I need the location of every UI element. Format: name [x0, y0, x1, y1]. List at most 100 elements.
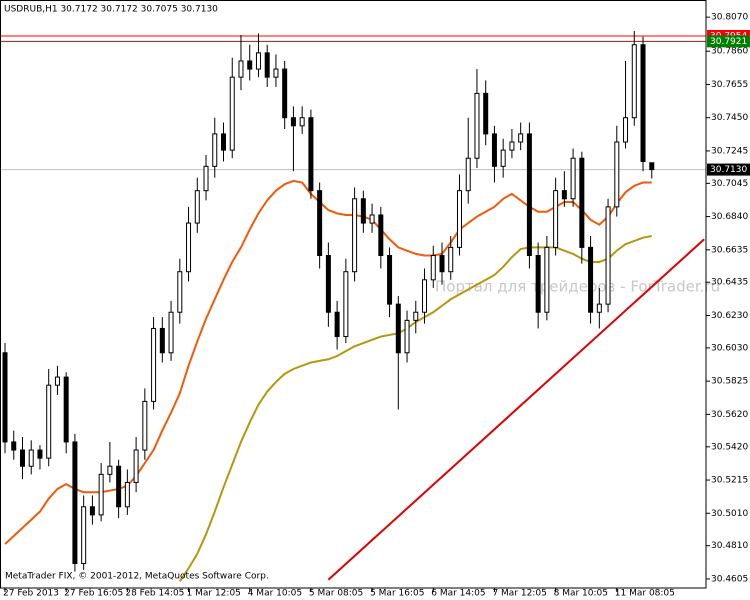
chart-header: USDRUB,H1 30.7172 30.7172 30.7075 30.713… — [4, 5, 218, 15]
candle-body — [623, 117, 629, 143]
y-tick-label: 30.6635 — [711, 245, 748, 255]
y-tick-label: 30.4810 — [711, 541, 748, 551]
candle-body — [500, 149, 506, 167]
price-label: 30.7921 — [710, 37, 747, 47]
candle-body — [631, 44, 637, 119]
candle-body — [544, 246, 550, 313]
candle-body — [369, 214, 375, 224]
candle-body — [422, 279, 428, 313]
price-label: 30.7130 — [710, 165, 747, 175]
candle-body — [474, 92, 480, 159]
y-tick-label: 30.6230 — [711, 311, 748, 321]
plot-area — [0, 30, 706, 582]
price-label-box — [707, 35, 750, 48]
watermark: Портал для трейдеров - ForTrader.ru — [435, 278, 720, 296]
candle-body — [168, 311, 174, 354]
candle-body — [212, 133, 218, 167]
candle-body — [28, 449, 34, 467]
candle-body — [107, 465, 113, 475]
plot-border — [0, 0, 707, 589]
x-tick-label: 5 Mar 08:05 — [309, 589, 363, 599]
x-tick-label: 1 Mar 12:05 — [187, 589, 241, 599]
candle-body — [352, 198, 358, 273]
trendline — [327, 238, 705, 581]
candle-body — [89, 506, 95, 516]
candle-body — [579, 157, 585, 248]
y-tick-label: 30.6030 — [711, 343, 748, 353]
candle-body — [247, 60, 253, 70]
candle-body — [194, 190, 200, 224]
candle-body — [238, 60, 244, 78]
candle-body — [360, 198, 366, 224]
candle-body — [273, 68, 279, 78]
candle-body — [448, 246, 454, 273]
candle-body — [81, 506, 87, 565]
candle-body — [37, 449, 43, 459]
y-tick-label: 30.7450 — [711, 113, 748, 123]
candle-body — [518, 133, 524, 143]
y-tick-label: 30.6840 — [711, 212, 748, 222]
candle-body — [553, 190, 559, 248]
candle-body — [133, 449, 139, 483]
candle-body — [614, 141, 620, 208]
price-label-box — [707, 163, 750, 176]
candle-body — [605, 206, 611, 305]
candle-body — [439, 254, 445, 273]
candle-body — [290, 117, 296, 127]
candle-body — [334, 311, 340, 338]
x-tick-label: 27 Feb 2013 — [3, 589, 59, 599]
candle-body — [378, 214, 384, 256]
candle-body — [282, 68, 288, 119]
candle-body — [491, 133, 497, 167]
copyright: MetaTrader FIX, © 2001-2012, MetaQuotes … — [5, 572, 269, 582]
candle-body — [317, 190, 323, 256]
candle-body — [649, 162, 655, 171]
candle-body — [465, 157, 471, 192]
y-tick-label: 30.4605 — [711, 574, 748, 584]
candle-body — [255, 52, 261, 70]
y-tick-label: 30.5420 — [711, 442, 748, 452]
candle-body — [299, 117, 305, 127]
candle-body — [142, 400, 148, 451]
candle-body — [483, 92, 489, 135]
candle-body — [221, 133, 226, 151]
candle-body — [11, 441, 17, 451]
candle-body — [404, 319, 410, 354]
candle-body — [2, 352, 8, 443]
candle-body — [159, 327, 165, 354]
y-tick-label: 30.7860 — [711, 47, 748, 57]
y-tick-label: 30.8070 — [711, 13, 748, 23]
candle-body — [54, 376, 60, 386]
y-tick-label: 30.7655 — [711, 80, 748, 90]
candle-body — [387, 254, 393, 305]
candle-body — [509, 141, 515, 151]
candle-body — [124, 481, 130, 508]
y-tick-label: 30.5620 — [711, 410, 748, 420]
candle-body — [570, 157, 576, 200]
candle-body — [430, 254, 436, 281]
candle-body — [308, 117, 314, 192]
candle-body — [395, 303, 401, 354]
x-tick-label: 8 Mar 10:05 — [554, 589, 608, 599]
x-tick-label: 5 Mar 16:05 — [370, 589, 424, 599]
candle-body — [535, 254, 541, 313]
candle-body — [63, 376, 69, 443]
candle-body — [46, 384, 52, 459]
candle-body — [116, 465, 122, 508]
candle-body — [98, 473, 104, 516]
moving-average — [4, 179, 652, 545]
candle-body — [343, 271, 349, 338]
x-tick-label: 6 Mar 14:05 — [431, 589, 485, 599]
axes: 30.8070 30.7860 30.7655 30.7450 30.7245 30.70… — [3, 13, 750, 599]
x-tick-label: 27 Feb 16:05 — [64, 589, 123, 599]
candle-body — [413, 311, 419, 321]
candle-body — [561, 190, 567, 200]
x-tick-label: 7 Mar 12:05 — [492, 589, 546, 599]
candle-body — [264, 52, 270, 78]
x-tick-label: 11 Mar 08:05 — [615, 589, 675, 599]
candle-body — [72, 441, 78, 565]
candle-body — [229, 76, 235, 151]
y-tick-label: 30.7245 — [711, 146, 748, 156]
